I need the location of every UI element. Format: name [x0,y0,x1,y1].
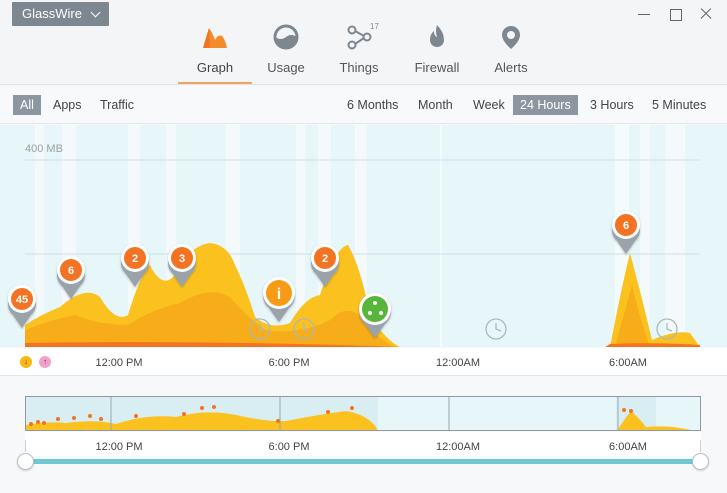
x-tick-12am: 12:00AM [435,357,481,369]
alert-marker-2b[interactable]: 2 [311,244,340,287]
ov-tick-12am: 12:00AM [435,441,481,453]
info-marker[interactable]: i [263,277,295,322]
overview-time-axis: 12:00 PM 6:00 PM 12:00AM 6:00AM [25,432,701,456]
info-marker-text: i [277,286,281,303]
download-arrow-icon: ↓ [20,356,32,368]
chevron-down-icon [90,7,101,17]
tab-things[interactable]: Things [324,18,394,84]
app-menu-button[interactable]: GlassWire [12,2,109,26]
tab-alerts-label: Alerts [494,60,528,75]
alert-marker-6b-text: 6 [623,220,629,232]
range-5-minutes[interactable]: 5 Minutes [652,98,707,112]
alert-marker-45[interactable]: 45 [8,285,36,328]
header: GlassWire Graph Usage Things 17 [0,0,727,85]
firewall-icon [422,22,452,52]
tab-firewall-label: Firewall [414,60,460,75]
app-marker[interactable] [359,293,391,338]
range-left-marker [25,440,26,452]
traffic-graph[interactable]: 400 MB 45 6 2 [0,125,727,347]
range-month[interactable]: Month [418,98,453,112]
ov-tick-6pm: 6:00 PM [268,441,310,453]
alert-marker-2b-text: 2 [322,253,328,265]
alerts-icon [496,22,526,52]
alert-marker-2a-text: 2 [132,253,138,265]
filter-all[interactable]: All [13,95,41,115]
range-slider-track[interactable] [25,459,701,464]
alert-marker-2a[interactable]: 2 [120,244,149,287]
upload-arrow-icon: ↑ [39,356,51,368]
graph-icon [200,22,230,52]
range-slider-right-handle[interactable] [692,453,709,470]
tab-things-label: Things [339,60,379,75]
things-icon [344,22,374,52]
usage-icon [271,22,301,52]
range-6-months[interactable]: 6 Months [347,98,399,112]
range-3-hours[interactable]: 3 Hours [590,98,634,112]
filter-bar: All Apps Traffic 6 Months Month Week 24 … [0,86,727,124]
alert-marker-3-text: 3 [179,253,185,265]
overview-graph[interactable] [25,396,701,431]
range-slider-left-handle[interactable] [17,453,34,470]
tab-alerts[interactable]: Alerts [476,18,546,84]
connection-icon [368,301,383,315]
tab-usage[interactable]: Usage [251,18,321,84]
alert-marker-6b[interactable]: 6 [612,211,640,254]
things-count-badge: 17 [370,22,379,31]
filter-apps[interactable]: Apps [53,98,82,112]
x-tick-12pm: 12:00 PM [95,357,143,369]
close-button[interactable] [698,6,714,22]
y-axis-label: 400 MB [25,143,63,155]
range-right-marker [700,440,701,452]
tab-graph-label: Graph [196,60,234,75]
range-week[interactable]: Week [473,98,505,112]
x-tick-6pm: 6:00 PM [268,357,310,369]
tab-graph[interactable]: Graph [178,18,252,84]
x-tick-6am: 6:00AM [609,357,647,369]
app-title: GlassWire [22,6,82,21]
time-axis: ↓ ↑ 12:00 PM 6:00 PM 12:00AM 6:00AM [0,348,727,376]
range-24-hours[interactable]: 24 Hours [513,95,578,115]
filter-traffic[interactable]: Traffic [100,98,135,112]
alert-marker-3[interactable]: 3 [168,244,196,287]
alert-marker-6a-text: 6 [68,265,74,277]
ov-tick-12pm: 12:00 PM [95,441,143,453]
ov-tick-6am: 6:00AM [609,441,647,453]
alert-marker-6a[interactable]: 6 [57,256,85,299]
alert-marker-45-text: 45 [16,294,28,306]
minimize-button[interactable] [636,6,652,22]
tab-usage-label: Usage [267,60,305,75]
overview-panel: 12:00 PM 6:00 PM 12:00AM 6:00AM [0,377,727,493]
tab-firewall[interactable]: Firewall [402,18,472,84]
maximize-button[interactable] [667,6,683,22]
